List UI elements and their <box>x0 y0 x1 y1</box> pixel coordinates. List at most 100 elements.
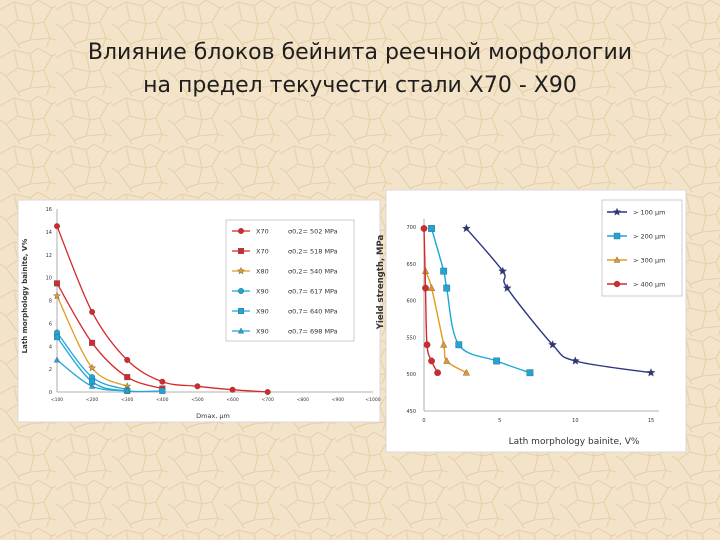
right-data-point <box>570 356 580 365</box>
left-data-point <box>124 356 131 363</box>
right-data-point <box>526 369 534 377</box>
left-legend-marker <box>237 247 244 254</box>
right-data-point <box>462 368 470 376</box>
right-legend-label: > 300 μm <box>633 257 665 265</box>
left-data-point <box>124 387 131 394</box>
left-y-tick-label: 6 <box>49 321 52 327</box>
right-legend-label: > 200 μm <box>633 233 665 241</box>
left-legend-box <box>225 219 355 342</box>
left-x-tick-label: <500 <box>191 397 203 403</box>
right-x-tick-label: 0 <box>422 418 425 424</box>
left-data-point <box>194 383 201 390</box>
right-data-point <box>440 340 448 348</box>
left-legend-stress-label: σ0,7= 640 MPa <box>288 308 338 316</box>
left-legend-marker <box>237 327 245 334</box>
left-legend-stress-label: σ0,7= 698 MPa <box>288 328 338 336</box>
right-legend-marker <box>612 207 622 216</box>
left-data-point <box>159 378 166 385</box>
left-legend-steel-label: X90 <box>256 308 269 316</box>
left-y-tick-label: 10 <box>46 276 52 282</box>
left-series-line <box>56 283 163 390</box>
right-data-point <box>493 357 501 365</box>
right-data-point <box>434 369 442 377</box>
left-data-point <box>52 291 62 300</box>
left-data-point <box>264 389 271 396</box>
left-data-point <box>54 334 61 341</box>
left-series-line <box>56 336 163 393</box>
left-x-tick-label: <400 <box>156 397 168 403</box>
right-legend-marker <box>613 256 621 263</box>
right-legend-label: > 100 μm <box>633 209 665 217</box>
left-x-tick-label: <700 <box>261 397 273 403</box>
right-y-tick-label: 450 <box>406 409 416 415</box>
left-legend-steel-label: X70 <box>256 228 269 236</box>
left-legend-stress-label: σ0,2= 518 MPa <box>288 248 338 256</box>
right-y-tick-label: 500 <box>406 372 416 378</box>
title-line-1: Влияние блоков бейнита реечной морфологи… <box>87 40 633 65</box>
left-x-axis-label: Dmax, μm <box>196 412 230 420</box>
left-legend-steel-label: X70 <box>256 248 269 256</box>
right-data-point <box>548 340 558 349</box>
right-x-tick-label: 15 <box>648 418 654 424</box>
right-y-axis-label: Yield strength, MPa <box>376 234 386 330</box>
left-data-point <box>124 374 131 381</box>
left-data-point <box>54 280 61 287</box>
right-data-point <box>443 284 451 292</box>
right-data-point <box>420 225 428 232</box>
left-y-tick-label: 0 <box>49 390 52 396</box>
right-data-point <box>423 341 431 349</box>
left-data-point <box>88 363 97 372</box>
left-legend-marker <box>237 308 244 315</box>
right-data-point <box>502 283 512 292</box>
left-data-point <box>89 308 96 315</box>
left-x-tick-label: <100 <box>51 397 63 403</box>
left-chart: 0 2 4 6 8 10 12 14 16 <100 <200 <300 <400 <500 <600 <70… <box>21 207 381 420</box>
title-line-2: на предел текучести стали Х70 - Х90 <box>143 73 577 98</box>
left-y-tick-label: 16 <box>46 207 52 213</box>
left-data-point <box>53 356 61 363</box>
left-y-axis-label: Lath morphology bainite, V% <box>21 239 29 354</box>
left-legend-steel-label: X90 <box>256 328 269 336</box>
left-data-point <box>159 387 166 394</box>
left-legend-marker <box>237 227 244 234</box>
left-data-point <box>54 223 61 230</box>
right-data-point <box>443 357 451 364</box>
right-x-tick-label: 10 <box>572 418 578 424</box>
right-legend-box <box>601 199 683 297</box>
right-y-tick-label: 550 <box>406 335 416 341</box>
left-data-point <box>89 339 96 346</box>
right-y-tick-label: 600 <box>406 299 416 305</box>
right-legend-label: > 400 μm <box>633 281 665 289</box>
left-x-tick-label: <1000 <box>365 397 380 403</box>
left-y-tick-label: 14 <box>46 230 52 236</box>
left-y-tick-label: 4 <box>49 344 52 350</box>
right-y-tick-label: 650 <box>406 262 416 268</box>
left-data-point <box>88 382 96 389</box>
right-legend-marker <box>613 232 621 240</box>
left-legend-steel-label: X80 <box>256 268 269 276</box>
right-data-point <box>428 225 435 232</box>
right-data-point <box>422 284 429 292</box>
left-legend-stress-label: σ0,2= 540 MPa <box>288 268 338 276</box>
right-data-point <box>498 266 508 275</box>
right-data-point <box>440 267 448 275</box>
left-legend-stress-label: σ0,2= 502 MPa <box>288 228 338 236</box>
left-data-point <box>229 386 236 393</box>
left-x-tick-label: <600 <box>226 397 238 403</box>
left-y-tick-label: 12 <box>46 253 52 259</box>
left-y-tick-label: 8 <box>49 299 52 305</box>
slide-title: Влияние блоков бейнита реечной морфологи… <box>40 36 680 102</box>
right-data-point <box>455 341 463 349</box>
right-data-point <box>428 284 436 291</box>
right-data-point <box>646 368 656 377</box>
right-y-tick-label: 700 <box>406 225 416 231</box>
right-chart: 450 500 550 600 650 700 0 5 10 15 Lath morphology … <box>376 199 683 447</box>
right-x-axis-label: Lath morphology bainite, V% <box>509 437 640 447</box>
left-legend-steel-label: X90 <box>256 288 269 296</box>
right-x-tick-label: 5 <box>498 418 501 424</box>
right-data-point <box>428 357 435 365</box>
left-legend-marker <box>237 288 244 295</box>
left-y-tick-label: 2 <box>49 367 52 373</box>
left-x-tick-label: <800 <box>297 397 309 403</box>
